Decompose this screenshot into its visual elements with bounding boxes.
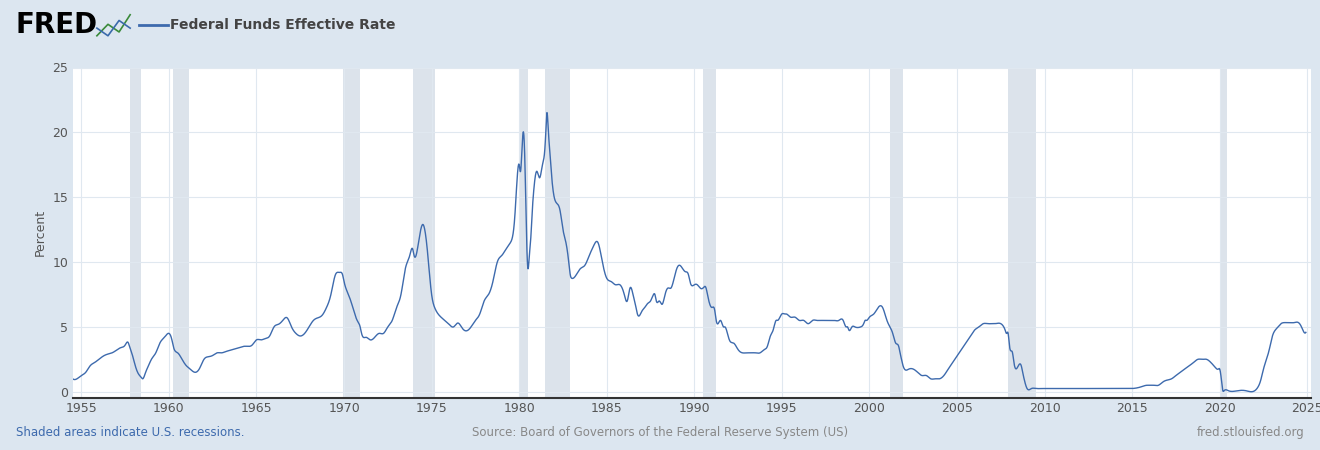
- Bar: [890, 68, 903, 398]
- Bar: [519, 68, 528, 398]
- Text: Shaded areas indicate U.S. recessions.: Shaded areas indicate U.S. recessions.: [16, 426, 244, 439]
- Text: FRED: FRED: [16, 11, 98, 39]
- Bar: [173, 68, 189, 398]
- Text: Federal Funds Effective Rate: Federal Funds Effective Rate: [170, 18, 396, 32]
- Text: Source: Board of Governors of the Federal Reserve System (US): Source: Board of Governors of the Federa…: [473, 426, 847, 439]
- Bar: [1220, 68, 1228, 398]
- Bar: [545, 68, 570, 398]
- Bar: [704, 68, 717, 398]
- Y-axis label: Percent: Percent: [34, 209, 48, 256]
- Bar: [1008, 68, 1036, 398]
- Bar: [413, 68, 434, 398]
- Text: fred.stlouisfed.org: fred.stlouisfed.org: [1196, 426, 1304, 439]
- Bar: [343, 68, 360, 398]
- Bar: [129, 68, 141, 398]
